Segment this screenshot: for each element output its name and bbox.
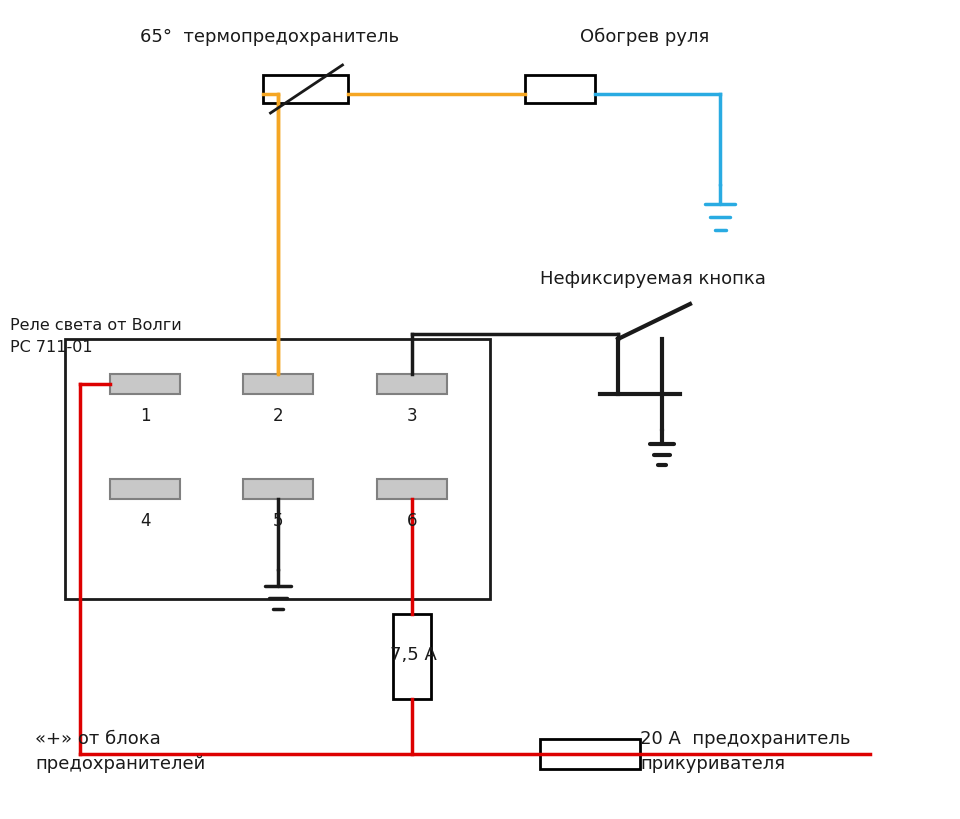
Bar xyxy=(262,76,348,104)
Bar xyxy=(110,374,180,395)
Bar xyxy=(65,340,490,600)
Text: 7,5 А: 7,5 А xyxy=(390,645,437,663)
Bar xyxy=(243,374,313,395)
Text: 1: 1 xyxy=(140,406,151,424)
Text: 20 А  предохранитель: 20 А предохранитель xyxy=(640,729,851,747)
Bar xyxy=(377,374,447,395)
Bar xyxy=(393,614,431,699)
Bar xyxy=(110,479,180,500)
Bar xyxy=(243,479,313,500)
Text: РС 711-01: РС 711-01 xyxy=(10,340,92,355)
Text: 5: 5 xyxy=(273,511,283,529)
Text: 2: 2 xyxy=(273,406,283,424)
Bar xyxy=(377,479,447,500)
Bar xyxy=(525,76,595,104)
Text: 65°  термопредохранитель: 65° термопредохранитель xyxy=(140,28,399,46)
Text: предохранителей: предохранителей xyxy=(35,754,205,772)
Text: прикуривателя: прикуривателя xyxy=(640,754,785,772)
Text: «+» от блока: «+» от блока xyxy=(35,729,160,747)
Text: Реле света от Волги: Реле света от Волги xyxy=(10,318,181,333)
Text: 3: 3 xyxy=(407,406,418,424)
Text: Нефиксируемая кнопка: Нефиксируемая кнопка xyxy=(540,269,766,287)
Text: Обогрев руля: Обогрев руля xyxy=(580,28,709,46)
Text: 4: 4 xyxy=(140,511,151,529)
Bar xyxy=(540,739,640,769)
Text: 6: 6 xyxy=(407,511,418,529)
